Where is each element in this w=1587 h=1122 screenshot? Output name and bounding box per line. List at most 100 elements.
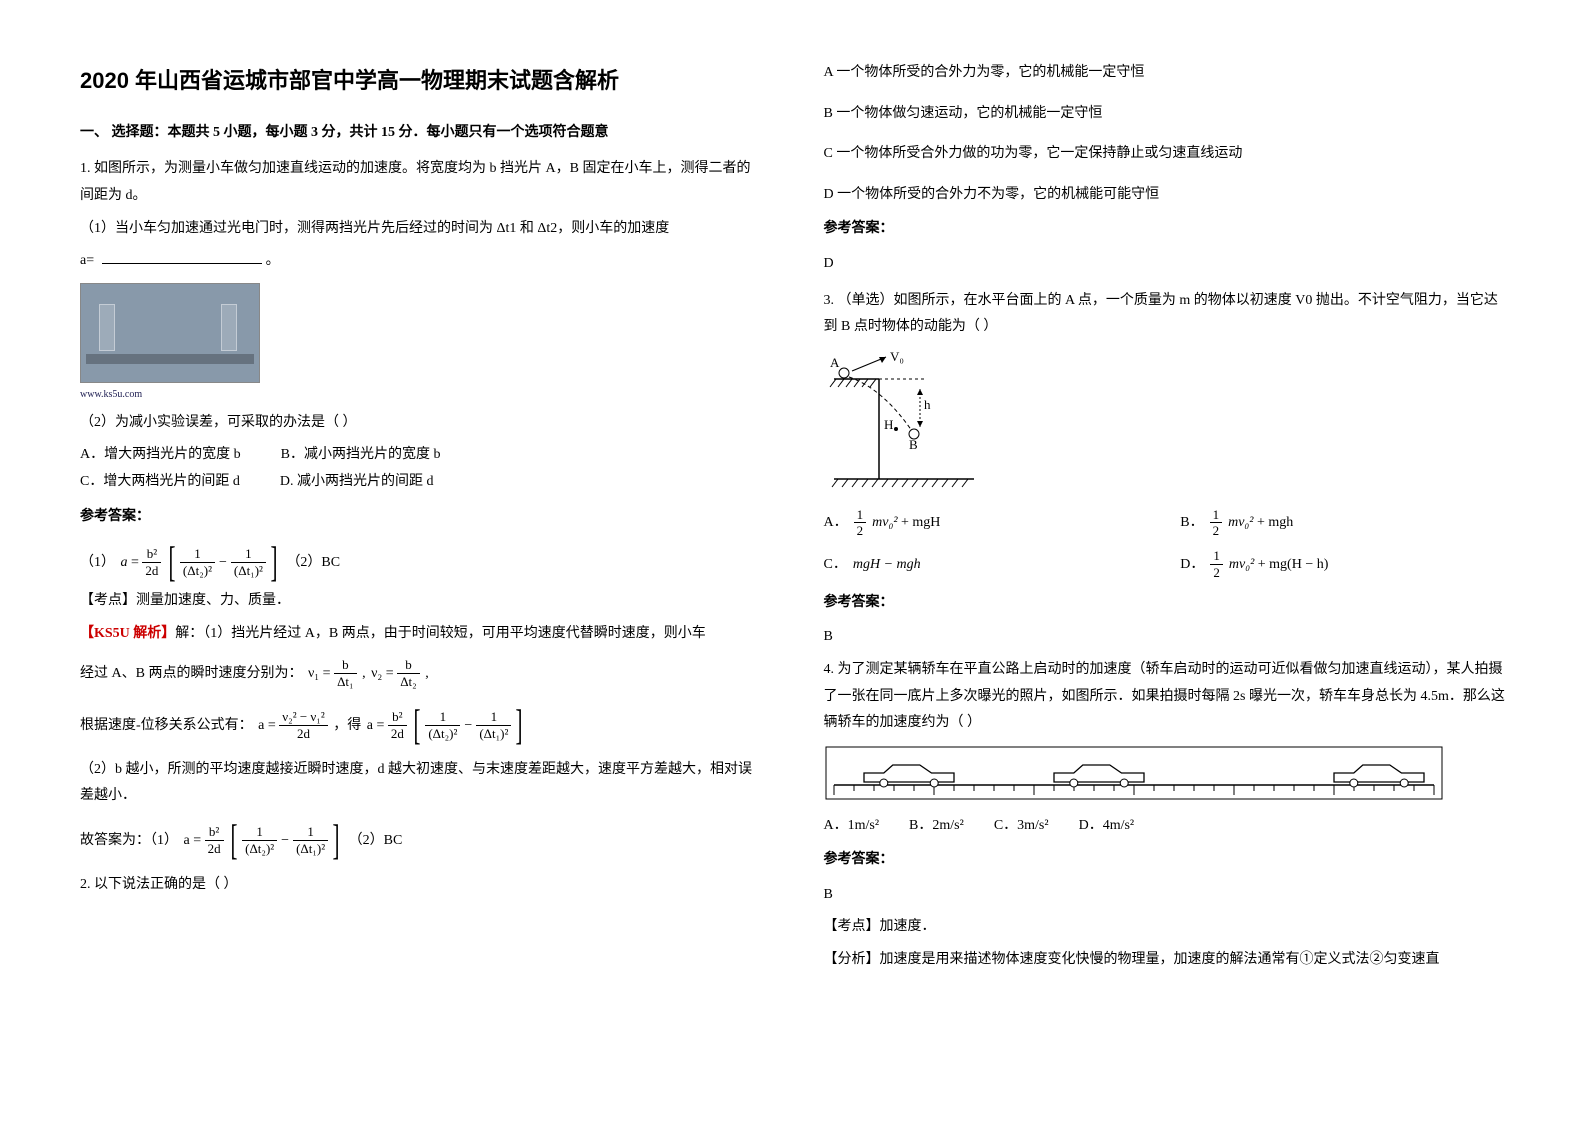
v1-formula: ν₁ = bΔt₁ [308, 657, 357, 690]
left-column: 2020 年山西省运城市部官中学高一物理期末试题含解析 一、 选择题：本题共 5… [80, 60, 764, 980]
vv-d: 2d [279, 726, 327, 743]
v2eq: ν₂ = [371, 666, 394, 681]
blank-underline [102, 263, 262, 264]
comma2: , [425, 666, 429, 681]
q2-answer: D [824, 251, 1508, 278]
q3-optA: A． 12 mv₀² + mgH [824, 507, 1151, 540]
num-b2: b² [142, 546, 161, 563]
num-1a: 1 [180, 546, 215, 563]
v1eq: ν₁ = [308, 666, 331, 681]
q2-answer-label: 参考答案： [824, 216, 1508, 243]
q4-stem: 4. 为了测定某辆轿车在平直公路上启动时的加速度（轿车启动时的运动可近似看做匀加… [824, 657, 1508, 737]
q4-answer-label: 参考答案： [824, 847, 1508, 874]
den-2d: 2d [142, 563, 161, 580]
q4-kaodian: 【考点】加速度． [824, 914, 1508, 941]
jx3-mid: ，得 [333, 718, 361, 733]
q4-optA: A．1m/s² [824, 813, 880, 840]
q2-optD: D 一个物体所受的合外力不为零，它的机械能可能守恒 [824, 182, 1508, 209]
apparatus-photo [80, 283, 260, 383]
den-2d-3: 2d [205, 841, 224, 858]
q3C-pre: C． [824, 552, 847, 579]
q1-opts-row1: A．增大两挡光片的宽度 b B．减小两挡光片的宽度 b [80, 442, 764, 469]
mgHmgh: mgH − mgh [853, 557, 921, 572]
q4-options: A．1m/s² B．2m/s² C．3m/s² D．4m/s² [824, 813, 1508, 840]
right-column: A 一个物体所受的合外力为零，它的机械能一定守恒 B 一个物体做匀速运动，它的机… [824, 60, 1508, 980]
q4-optC: C．3m/s² [994, 813, 1049, 840]
q3B-pre: B． [1180, 510, 1203, 537]
n1d: 1 [476, 709, 511, 726]
q1-sub2: （2）为减小实验误差，可采取的办法是（ ） [80, 410, 764, 437]
section-heading: 一、 选择题：本题共 5 小题，每小题 3 分，共计 15 分．每小题只有一个选… [80, 120, 764, 147]
formula-a-main-2: a = b²2d [ 1(Δt₂)² − 1(Δt₁)² ] [367, 705, 527, 747]
q1-a-eq-line: a= 。 [80, 248, 764, 275]
jx1-text: 解：（1）挡光片经过 A，B 两点，由于时间较短，可用平均速度代替瞬时速度，则小… [175, 626, 705, 641]
q1-jx5: 故答案为：（1） a = b²2d [ 1(Δt₂)² − 1(Δt₁)² ] … [80, 816, 764, 866]
den-dt1sq: (Δt₁)² [231, 563, 266, 580]
q3D-pre: D． [1180, 552, 1204, 579]
platform-diagram: A V₀ h H B [824, 349, 1508, 499]
label-H: H [884, 417, 893, 432]
q4-fenxi: 【分析】加速度是用来描述物体速度变化快慢的物理量，加速度的解法通常有①定义式法②… [824, 947, 1508, 974]
q2-stem: 2. 以下说法正确的是（ ） [80, 872, 764, 899]
minus-1: − [219, 550, 227, 577]
label-B: B [909, 437, 918, 452]
v2-formula: ν₂ = bΔt₂ [371, 657, 420, 690]
mv0-d: mv₀² [1229, 557, 1254, 572]
q1-jx4: （2）b 越小，所测的平均速度越接近瞬时速度，d 越大初速度、与末速度差距越大，… [80, 757, 764, 810]
minus-3: − [281, 828, 289, 855]
jx2-pre: 经过 A、B 两点的瞬时速度分别为： [80, 666, 302, 681]
label-h: h [924, 397, 931, 412]
d1c: (Δt₁)² [476, 726, 511, 743]
q1-answer-formula-line: （1） a = b²2d [ 1(Δt₂)² − 1(Δt₁)² ] （2）BC [80, 538, 764, 588]
jx5-suf: （2）BC [349, 833, 403, 848]
q3-optB: B． 12 mv₀² + mgh [1180, 507, 1507, 540]
comma1: , [362, 666, 366, 681]
d1e: (Δt₁)² [293, 841, 328, 858]
mgh-b: + mgh [1253, 515, 1293, 530]
v2-d: Δt₂ [397, 674, 420, 691]
n1c: 1 [425, 709, 460, 726]
half-n-d: 1 [1210, 548, 1223, 565]
aeq-label3: a = [184, 833, 202, 848]
q1-jiexi-line1: 【KS5U 解析】解：（1）挡光片经过 A，B 两点，由于时间较短，可用平均速度… [80, 621, 764, 648]
q1-kaodian: 【考点】测量加速度、力、质量． [80, 588, 764, 615]
answer-label: 参考答案： [80, 504, 764, 531]
q1-stem-2: （1）当小车匀加速通过光电门时，测得两挡光片先后经过的时间为 Δt1 和 Δt2… [80, 216, 764, 243]
q3-choices: A． 12 mv₀² + mgH B． 12 mv₀² + mgh C． mgH… [824, 507, 1508, 582]
jx5-pre: 故答案为：（1） [80, 833, 178, 848]
ans1-prefix: （1） [80, 555, 115, 570]
mv0-a: mv₀² [872, 515, 897, 530]
half-n-b: 1 [1210, 507, 1223, 524]
track-strip [86, 354, 254, 364]
q2-optC: C 一个物体所受合外力做的功为零，它一定保持静止或匀速直线运动 [824, 141, 1508, 168]
label-A: A [830, 355, 840, 370]
half-n-a: 1 [854, 507, 867, 524]
a-equals: a= [80, 253, 94, 268]
q1-jx-velocities: 经过 A、B 两点的瞬时速度分别为： ν₁ = bΔt₁ , ν₂ = bΔt₂… [80, 653, 764, 694]
car-strip-figure [824, 745, 1508, 805]
n1f: 1 [293, 824, 328, 841]
q4-optD: D．4m/s² [1079, 813, 1135, 840]
n1e: 1 [242, 824, 277, 841]
half-d-b: 2 [1210, 523, 1223, 540]
q1-jx-derive: 根据速度-位移关系公式有： a = ν₂² − ν₁²2d ，得 a = b²2… [80, 701, 764, 751]
q1-stem-1: 1. 如图所示，为测量小车做匀加速直线运动的加速度。将宽度均为 b 挡光片 A，… [80, 156, 764, 209]
page-title: 2020 年山西省运城市部官中学高一物理期末试题含解析 [80, 60, 764, 102]
minus-2: − [464, 713, 472, 740]
q1-optC: C．增大两档光片的间距 d [80, 469, 240, 496]
aeq-label2: a = [367, 718, 385, 733]
num-b2-2: b² [388, 709, 407, 726]
q3-optC: C． mgH − mgh [824, 548, 1151, 581]
den-2d-2: 2d [388, 726, 407, 743]
q1-optD: D. 减小两挡光片的间距 d [280, 469, 434, 496]
q1-opts-row2: C．增大两档光片的间距 d D. 减小两挡光片的间距 d [80, 469, 764, 496]
formula-a-main-3: a = b²2d [ 1(Δt₂)² − 1(Δt₁)² ] [184, 820, 344, 862]
d2c: (Δt₂)² [425, 726, 460, 743]
q1-optB: B．减小两挡光片的宽度 b [281, 442, 441, 469]
q2-optB: B 一个物体做匀速运动，它的机械能一定守恒 [824, 101, 1508, 128]
q1-optA: A．增大两挡光片的宽度 b [80, 442, 241, 469]
num-1b: 1 [231, 546, 266, 563]
label-V0: V₀ [890, 349, 904, 364]
q3-optD: D． 12 mv₀² + mg(H − h) [1180, 548, 1507, 581]
ks5u-tag: 【KS5U 解析】 [80, 626, 175, 641]
